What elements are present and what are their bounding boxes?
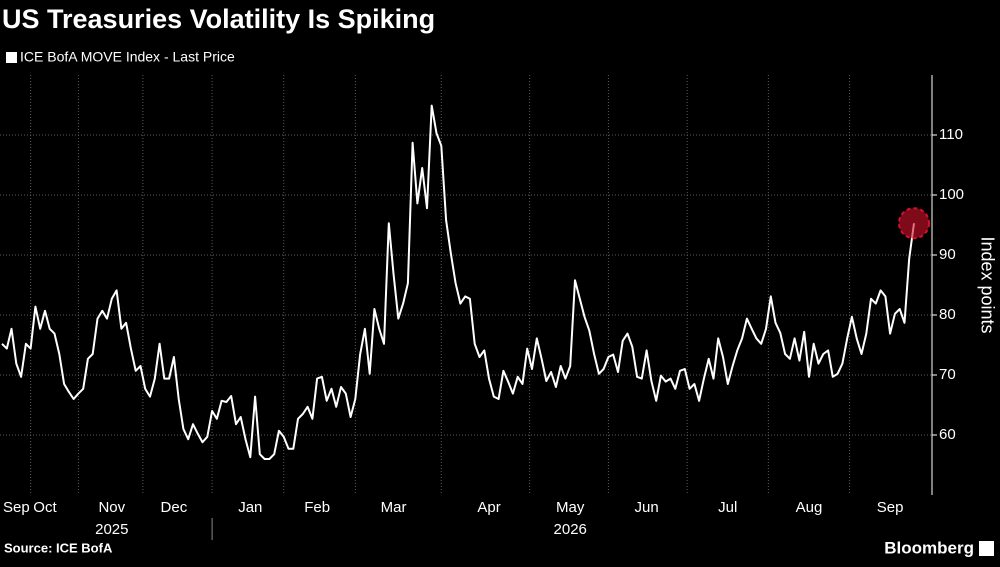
x-tick-label: Aug [796,499,823,516]
y-axis-label: Index points [977,236,997,333]
y-tick-label: 80 [939,306,956,323]
y-tick-label: 60 [939,426,956,443]
legend-swatch [6,52,17,63]
x-tick-label: Jun [635,499,659,516]
year-label: 2025 [95,521,128,538]
series-line [1,104,915,460]
chart-title: US Treasuries Volatility Is Spiking [2,4,435,34]
source: Source: ICE BofA [4,540,113,555]
year-label: 2026 [554,521,587,538]
x-tick-label: Apr [477,499,500,516]
x-tick-label: May [556,499,585,516]
x-tick-label: Mar [381,499,407,516]
y-tick-label: 90 [939,246,956,263]
x-tick-label: Jul [718,499,737,516]
x-tick-label: Jan [238,499,262,516]
x-tick-label: Sep [877,499,904,516]
highlight-marker [898,207,930,240]
x-tick-label: Oct [33,499,57,516]
x-tick-label: Feb [304,499,330,516]
y-tick-label: 70 [939,366,956,383]
x-tick-label: Nov [98,499,125,516]
x-tick-label: Dec [161,499,188,516]
brand: Bloomberg [884,538,974,557]
brand-icon [979,541,994,556]
y-tick-label: 100 [939,186,964,203]
legend-label: ICE BofA MOVE Index - Last Price [20,49,235,65]
y-tick-label: 110 [939,126,963,143]
x-tick-label: Sep [3,499,30,516]
